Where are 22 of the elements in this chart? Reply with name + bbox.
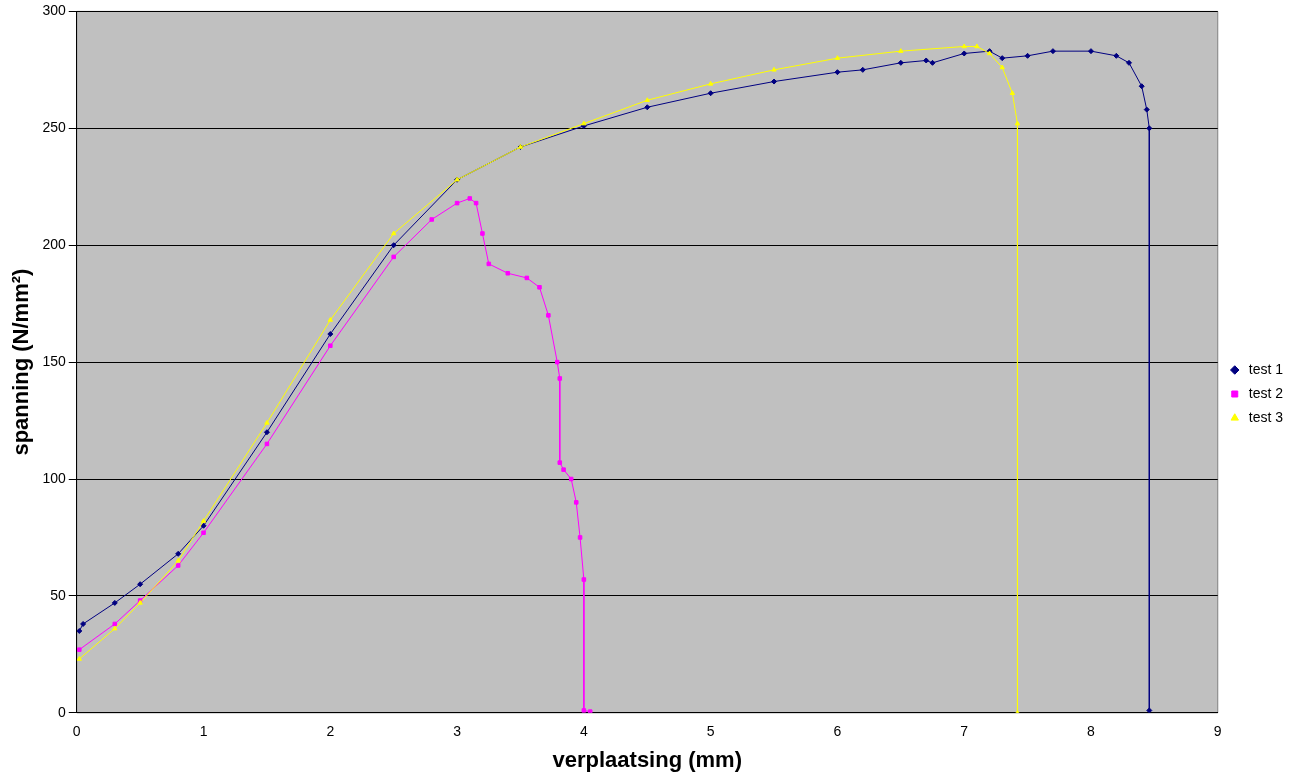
legend-label: test 1 <box>1248 360 1284 377</box>
y-tick-label: 250 <box>42 119 66 136</box>
y-tick-label: 100 <box>42 469 66 486</box>
legend-label: test 3 <box>1248 408 1284 425</box>
y-tick-label: 50 <box>50 586 66 603</box>
x-tick-label: 8 <box>1087 723 1096 740</box>
x-tick-label: 7 <box>960 723 969 740</box>
x-tick-label: 5 <box>706 723 715 740</box>
x-tick-label: 2 <box>326 723 335 740</box>
x-tick-label: 9 <box>1213 723 1222 740</box>
x-tick-label: 1 <box>199 723 208 740</box>
x-tick-label: 4 <box>579 723 588 740</box>
y-tick-label: 200 <box>42 236 66 253</box>
x-axis-title: verplaatsing (mm) <box>552 746 743 772</box>
legend-label: test 2 <box>1248 384 1284 401</box>
y-tick-label: 150 <box>42 352 66 369</box>
y-tick-label: 300 <box>42 2 66 19</box>
y-tick-label: 0 <box>57 703 66 720</box>
y-axis-title: spanning (N/mm²) <box>8 268 34 456</box>
x-tick-label: 6 <box>833 723 842 740</box>
x-tick-label: 3 <box>453 723 462 740</box>
x-tick-label: 0 <box>72 723 81 740</box>
